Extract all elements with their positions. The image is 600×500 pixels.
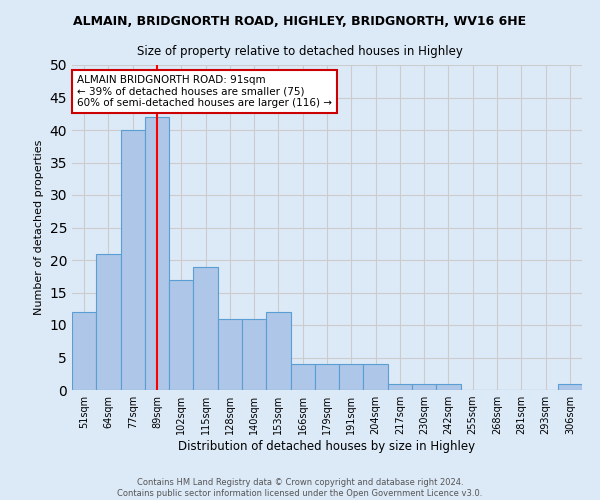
Text: Contains HM Land Registry data © Crown copyright and database right 2024.
Contai: Contains HM Land Registry data © Crown c… bbox=[118, 478, 482, 498]
Bar bbox=[96, 254, 121, 390]
Bar bbox=[315, 364, 339, 390]
Bar bbox=[242, 318, 266, 390]
Bar bbox=[364, 364, 388, 390]
Bar bbox=[558, 384, 582, 390]
Bar bbox=[169, 280, 193, 390]
Bar bbox=[145, 117, 169, 390]
Bar bbox=[388, 384, 412, 390]
Bar bbox=[218, 318, 242, 390]
Text: ALMAIN BRIDGNORTH ROAD: 91sqm
← 39% of detached houses are smaller (75)
60% of s: ALMAIN BRIDGNORTH ROAD: 91sqm ← 39% of d… bbox=[77, 74, 332, 108]
Text: ALMAIN, BRIDGNORTH ROAD, HIGHLEY, BRIDGNORTH, WV16 6HE: ALMAIN, BRIDGNORTH ROAD, HIGHLEY, BRIDGN… bbox=[73, 15, 527, 28]
Bar bbox=[339, 364, 364, 390]
Bar bbox=[72, 312, 96, 390]
Bar bbox=[121, 130, 145, 390]
Text: Size of property relative to detached houses in Highley: Size of property relative to detached ho… bbox=[137, 45, 463, 58]
Bar bbox=[290, 364, 315, 390]
X-axis label: Distribution of detached houses by size in Highley: Distribution of detached houses by size … bbox=[178, 440, 476, 453]
Bar bbox=[193, 266, 218, 390]
Bar bbox=[412, 384, 436, 390]
Y-axis label: Number of detached properties: Number of detached properties bbox=[34, 140, 44, 315]
Bar bbox=[266, 312, 290, 390]
Bar bbox=[436, 384, 461, 390]
